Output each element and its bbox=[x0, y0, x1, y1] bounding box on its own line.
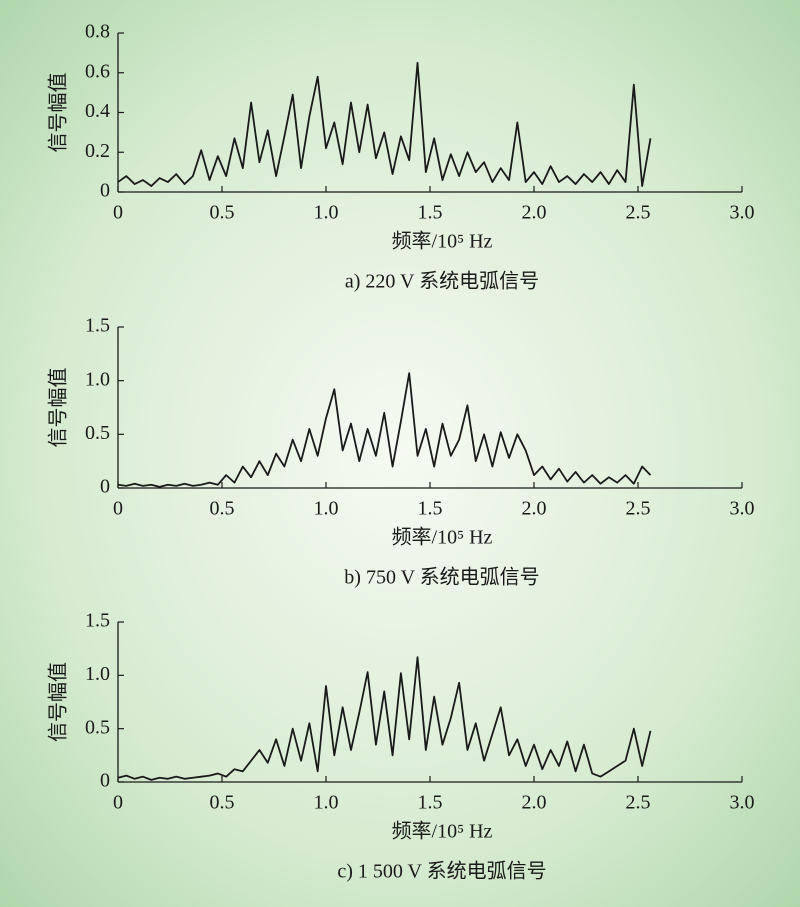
x-tick-label: 0 bbox=[113, 498, 123, 520]
x-tick-label: 2.0 bbox=[522, 202, 547, 224]
x-axis-label: 频率/10⁵ Hz bbox=[392, 526, 493, 549]
x-axis-label: 频率/10⁵ Hz bbox=[392, 230, 493, 253]
y-tick-label: 0.5 bbox=[85, 716, 110, 738]
y-axis-label: 信号幅值 bbox=[47, 662, 70, 742]
x-tick-label: 1.0 bbox=[314, 498, 339, 520]
x-tick-label: 3.0 bbox=[730, 792, 755, 814]
x-tick-label: 2.5 bbox=[626, 792, 651, 814]
signal-line bbox=[117, 656, 652, 781]
x-tick-label: 0 bbox=[113, 202, 123, 224]
signal-line bbox=[117, 61, 652, 187]
y-tick-label: 0 bbox=[100, 476, 110, 498]
x-tick-label: 1.5 bbox=[418, 792, 443, 814]
x-tick-label: 0.5 bbox=[210, 498, 235, 520]
x-tick-label: 3.0 bbox=[730, 202, 755, 224]
y-tick-label: 0.2 bbox=[85, 140, 110, 162]
y-axis-label: 信号幅值 bbox=[47, 368, 70, 448]
caption: b) 750 V 系统电弧信号 bbox=[344, 566, 539, 589]
y-tick-label: 1.5 bbox=[85, 610, 110, 632]
y-tick-label: 0.4 bbox=[85, 100, 110, 122]
x-tick-label: 1.0 bbox=[314, 792, 339, 814]
x-tick-label: 2.5 bbox=[626, 202, 651, 224]
x-axis-label: 频率/10⁵ Hz bbox=[392, 820, 493, 843]
y-tick-label: 0 bbox=[100, 180, 110, 202]
caption: a) 220 V 系统电弧信号 bbox=[345, 270, 539, 293]
caption: c) 1 500 V 系统电弧信号 bbox=[337, 860, 546, 883]
y-tick-label: 0.8 bbox=[85, 21, 110, 43]
y-tick-label: 0 bbox=[100, 770, 110, 792]
x-tick-label: 1.5 bbox=[418, 498, 443, 520]
x-tick-label: 0.5 bbox=[210, 202, 235, 224]
x-tick-label: 1.0 bbox=[314, 202, 339, 224]
y-tick-label: 1.0 bbox=[85, 368, 110, 390]
x-tick-label: 3.0 bbox=[730, 498, 755, 520]
y-tick-label: 1.5 bbox=[85, 315, 110, 337]
signal-line bbox=[117, 372, 652, 488]
y-tick-label: 0.5 bbox=[85, 422, 110, 444]
y-tick-label: 1.0 bbox=[85, 663, 110, 685]
x-tick-label: 2.5 bbox=[626, 498, 651, 520]
x-tick-label: 0 bbox=[113, 792, 123, 814]
x-tick-label: 2.0 bbox=[522, 792, 547, 814]
x-tick-label: 2.0 bbox=[522, 498, 547, 520]
y-axis-label: 信号幅值 bbox=[47, 73, 70, 153]
x-tick-label: 1.5 bbox=[418, 202, 443, 224]
x-tick-label: 0.5 bbox=[210, 792, 235, 814]
y-tick-label: 0.6 bbox=[85, 60, 110, 82]
